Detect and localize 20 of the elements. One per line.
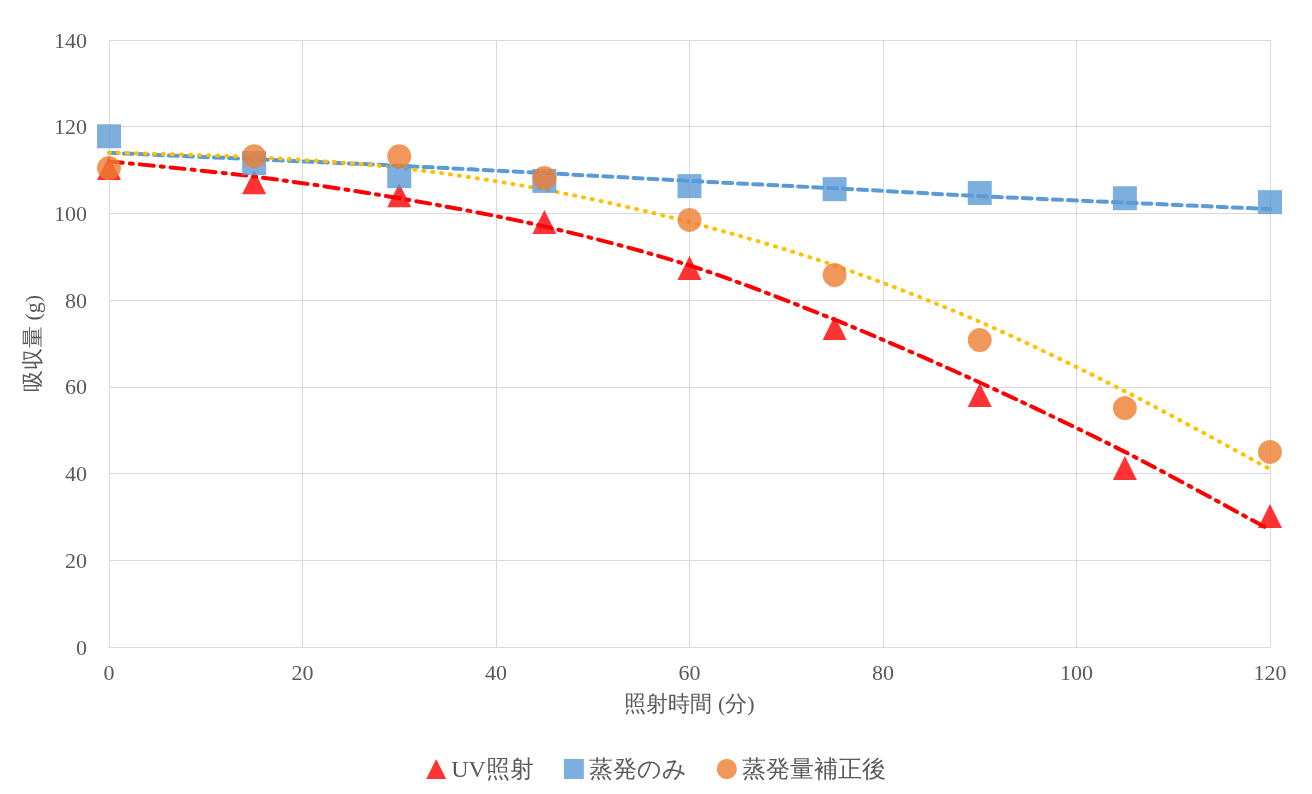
y-tick-label: 20 <box>65 547 87 573</box>
x-tick-label: 120 <box>1253 659 1287 685</box>
y-tick-label: 40 <box>65 461 87 487</box>
legend-label: UV照射 <box>451 756 534 782</box>
legend-label: 蒸発のみ <box>588 756 687 782</box>
x-tick-label: 100 <box>1060 659 1093 685</box>
y-axis-title: 吸収量 (g) <box>19 294 45 393</box>
x-tick-label: 0 <box>103 659 115 685</box>
y-tick-label: 100 <box>54 200 87 226</box>
y-tick-label: 60 <box>65 374 87 400</box>
x-tick-label: 40 <box>485 659 507 685</box>
x-tick-label: 80 <box>872 659 894 685</box>
x-axis-title: 照射時間 (分) <box>624 690 755 716</box>
x-tick-label: 60 <box>678 659 701 685</box>
y-tick-label: 0 <box>76 634 87 660</box>
y-tick-label: 140 <box>54 27 87 53</box>
y-tick-label: 80 <box>65 287 87 313</box>
y-tick-label: 120 <box>54 114 87 140</box>
x-tick-label: 20 <box>291 659 314 685</box>
legend-label: 蒸発量補正後 <box>741 756 886 782</box>
